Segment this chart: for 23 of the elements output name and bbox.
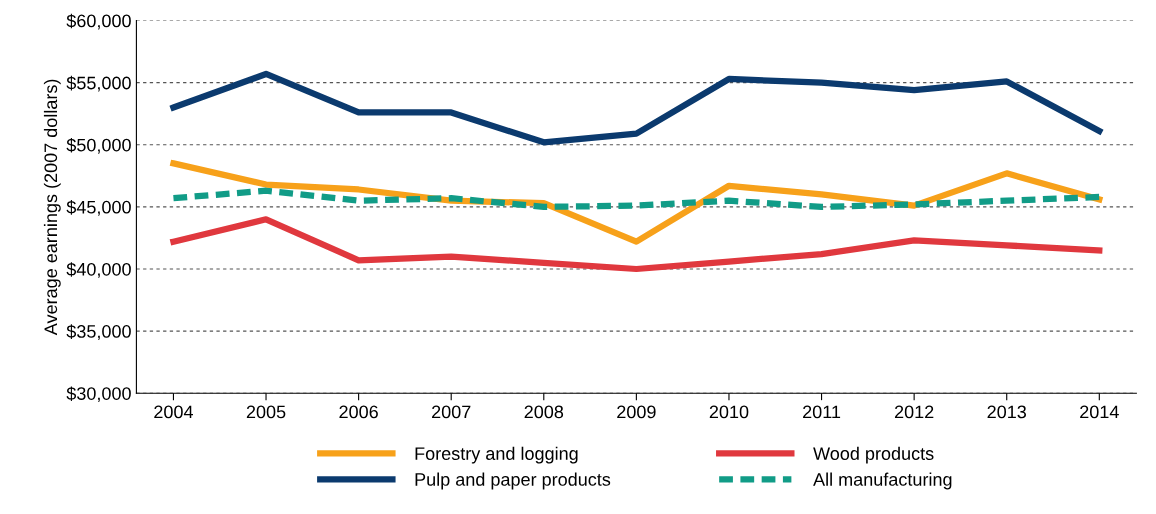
legend-label: Wood products — [813, 446, 934, 464]
x-tick-label: 2009 — [617, 405, 656, 419]
x-tick-label: 2010 — [709, 405, 749, 419]
x-tick-label: 2012 — [894, 405, 934, 419]
x-tick-label: 2007 — [432, 405, 471, 419]
y-tick-label: $50,000 — [66, 137, 131, 154]
y-tick-label: $60,000 — [66, 13, 131, 30]
legend-label: All manufacturing — [813, 472, 952, 490]
x-tick-label: 2011 — [803, 405, 841, 419]
x-tick-label: 2005 — [246, 405, 286, 419]
y-tick-label: $55,000 — [66, 75, 131, 92]
y-tick-label: $35,000 — [66, 324, 131, 340]
y-tick-label: $40,000 — [66, 262, 131, 278]
x-tick-label: 2004 — [154, 405, 193, 419]
y-tick-label: $45,000 — [66, 200, 131, 216]
y-axis-title: Average earnings (2007 dollars) — [43, 79, 61, 336]
legend-label: Forestry and logging — [415, 446, 578, 464]
legend-label: Pulp and paper products — [415, 472, 611, 490]
x-tick-label: 2013 — [987, 405, 1027, 419]
x-tick-label: 2006 — [339, 405, 378, 419]
y-tick-label: $30,000 — [66, 386, 131, 403]
x-tick-label: 2008 — [524, 405, 564, 419]
x-tick-label: 2014 — [1080, 405, 1119, 419]
